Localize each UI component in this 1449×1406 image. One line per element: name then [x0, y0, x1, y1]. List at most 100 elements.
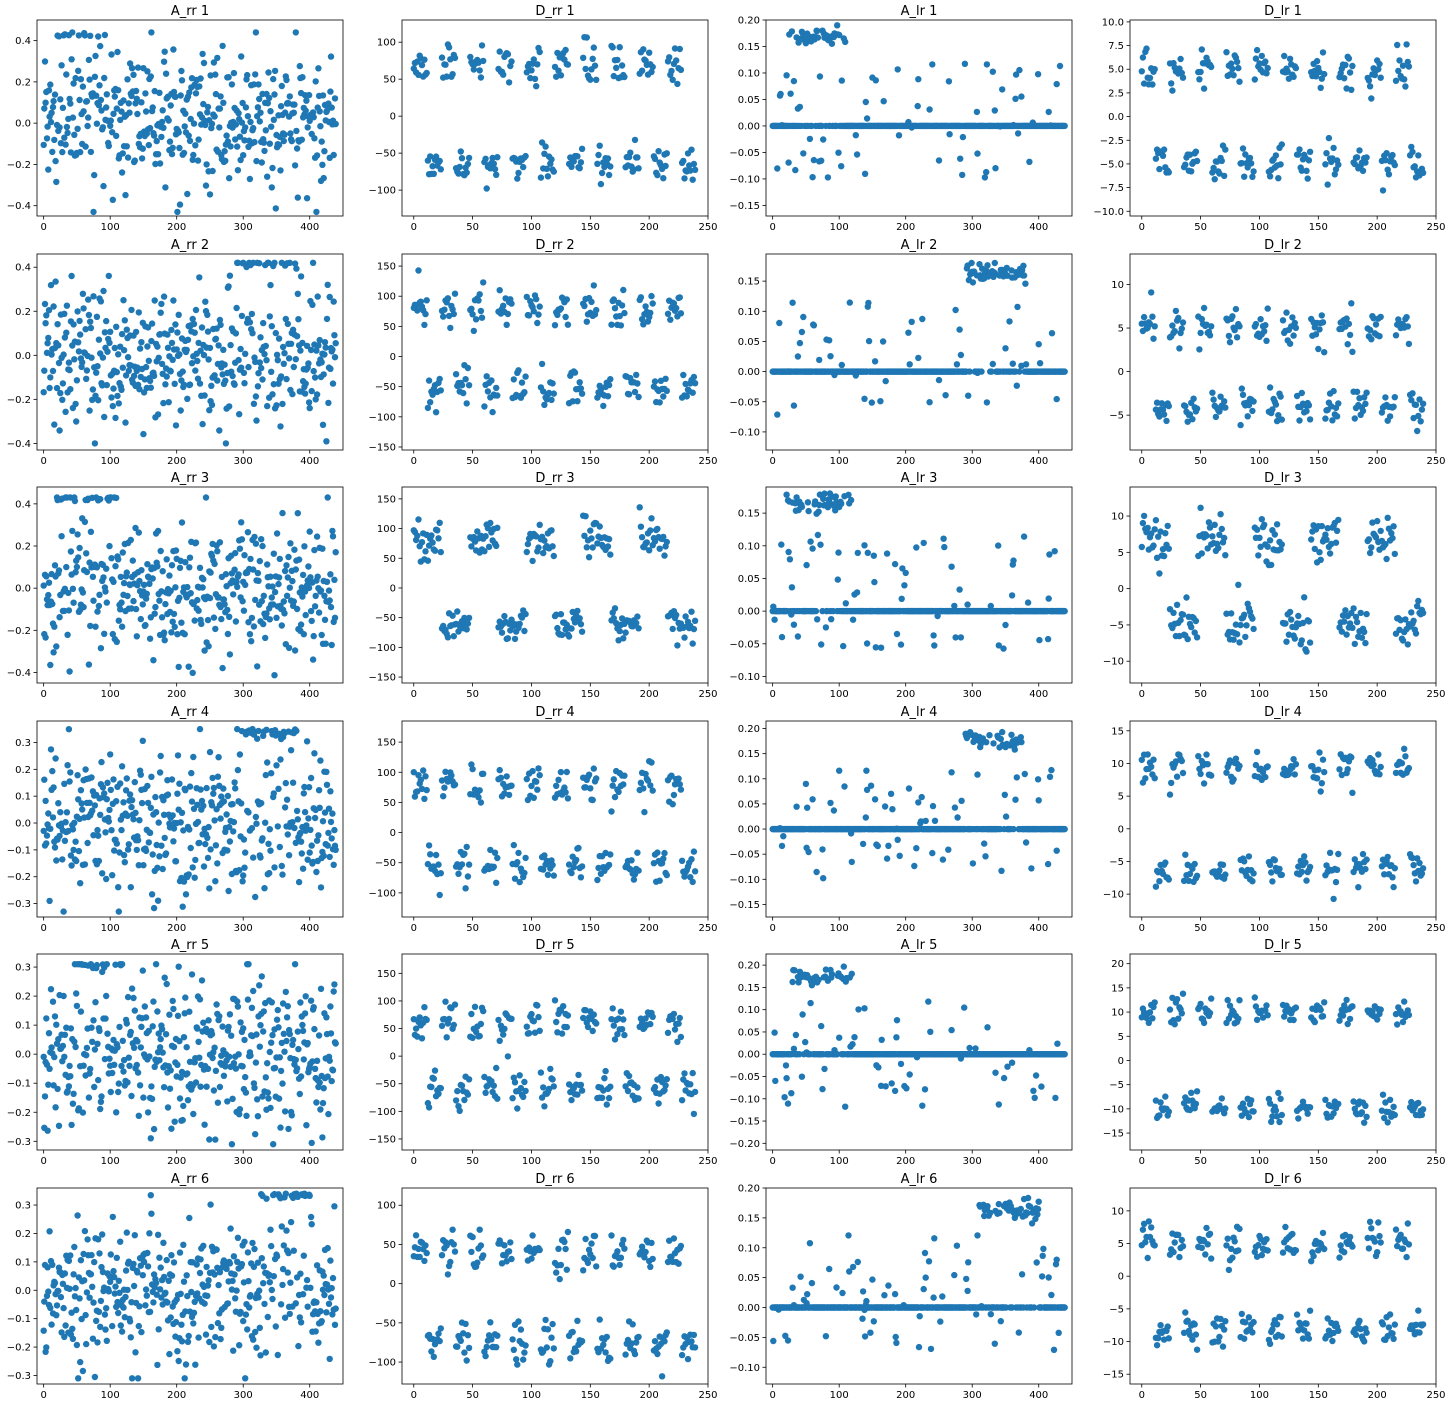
- scatter-point: [269, 164, 276, 172]
- x-tick-label: 400: [1029, 689, 1048, 700]
- scatter-point: [1044, 635, 1052, 643]
- scatter-point: [298, 850, 305, 857]
- scatter-point: [1343, 315, 1350, 322]
- scatter-point: [190, 320, 198, 328]
- scatter-point: [95, 102, 103, 109]
- scatter-point: [287, 540, 294, 547]
- scatter-point: [56, 124, 63, 131]
- scatter-point: [625, 391, 633, 398]
- x-tick-label: 100: [830, 456, 849, 467]
- scatter-point: [1216, 408, 1223, 415]
- scatter-point: [317, 757, 324, 764]
- scatter-point: [794, 633, 802, 640]
- scatter-point: [249, 330, 256, 337]
- scatter-points: [1138, 41, 1427, 194]
- scatter-point: [842, 600, 849, 607]
- scatter-point: [1263, 70, 1270, 77]
- scatter-point: [1179, 319, 1187, 326]
- scatter-point: [450, 310, 457, 318]
- scatter-point: [120, 579, 128, 587]
- scatter-point: [319, 545, 326, 552]
- scatter-point: [95, 832, 102, 839]
- scatter-point: [165, 117, 172, 124]
- scatter-point: [154, 527, 162, 535]
- scatter-point: [207, 569, 214, 576]
- scatter-point: [1193, 157, 1201, 165]
- scatter-point: [431, 547, 439, 554]
- scatter-point: [790, 402, 798, 409]
- scatter-point: [504, 310, 512, 318]
- scatter-point: [64, 129, 71, 137]
- scatter-point: [192, 90, 200, 97]
- scatter-point: [281, 610, 288, 617]
- scatter-point: [232, 618, 240, 625]
- scatter-point: [669, 625, 676, 633]
- scatter-point: [103, 91, 111, 98]
- scatter-point: [1146, 74, 1154, 82]
- scatter-point: [425, 842, 433, 849]
- scatter-point: [420, 767, 427, 774]
- scatter-point: [71, 131, 78, 138]
- scatter-point: [1022, 280, 1029, 287]
- scatter-point: [872, 77, 879, 84]
- scatter-point: [853, 589, 861, 596]
- scatter-point: [1200, 85, 1208, 92]
- scatter-point: [280, 137, 287, 145]
- scatter-point: [544, 871, 552, 878]
- scatter-point: [102, 829, 109, 836]
- scatter-point: [268, 123, 275, 130]
- scatter-point: [1368, 336, 1375, 343]
- scatter-point: [1366, 83, 1374, 90]
- y-tick-label: −0.2: [7, 160, 31, 171]
- scatter-point: [162, 600, 169, 608]
- scatter-point: [1264, 305, 1271, 312]
- scatter-point: [302, 611, 309, 619]
- scatter-point: [956, 586, 963, 593]
- scatter-point: [470, 66, 477, 73]
- scatter-point: [184, 190, 191, 198]
- scatter-point: [260, 319, 267, 327]
- scatter-point: [226, 651, 234, 658]
- scatter-point: [329, 810, 336, 817]
- subplot-title: A_lr 1: [901, 4, 938, 19]
- scatter-point: [108, 51, 115, 58]
- scatter-point: [1357, 609, 1364, 617]
- scatter-point: [1217, 511, 1224, 518]
- scatter-point: [616, 312, 623, 320]
- scatter-point: [440, 313, 447, 320]
- scatter-point: [1318, 312, 1326, 319]
- scatter-point: [508, 782, 515, 789]
- scatter-point: [1006, 318, 1013, 325]
- scatter-point: [92, 623, 99, 630]
- scatter-point: [1384, 514, 1391, 521]
- scatter-point: [1306, 148, 1314, 155]
- y-tick-label: −50: [375, 149, 396, 160]
- scatter-point: [480, 279, 487, 286]
- axes-frame: [765, 486, 1073, 684]
- scatter-point: [863, 640, 871, 647]
- scatter-point: [224, 792, 232, 800]
- scatter-point: [1146, 320, 1154, 328]
- scatter-point: [966, 368, 973, 375]
- y-tick-label: 100: [377, 292, 396, 303]
- scatter-point: [162, 184, 169, 191]
- scatter-point: [258, 159, 265, 166]
- scatter-point: [1256, 534, 1263, 541]
- scatter-point: [790, 77, 798, 85]
- scatter-point: [65, 726, 73, 733]
- scatter-point: [64, 631, 71, 638]
- x-tick-label: 400: [300, 923, 319, 934]
- y-tick-label: 0.05: [738, 337, 760, 348]
- scatter-point: [69, 527, 76, 535]
- scatter-point: [154, 411, 162, 418]
- scatter-point: [1363, 610, 1370, 618]
- scatter-point: [123, 569, 130, 576]
- scatter-point: [583, 318, 590, 325]
- scatter-point: [879, 338, 887, 345]
- scatter-point: [1351, 640, 1359, 648]
- scatter-point: [1020, 272, 1028, 279]
- scatter-point: [206, 885, 213, 892]
- scatter-point: [1061, 607, 1068, 615]
- scatter-point: [87, 32, 94, 39]
- scatter-point: [1139, 54, 1147, 61]
